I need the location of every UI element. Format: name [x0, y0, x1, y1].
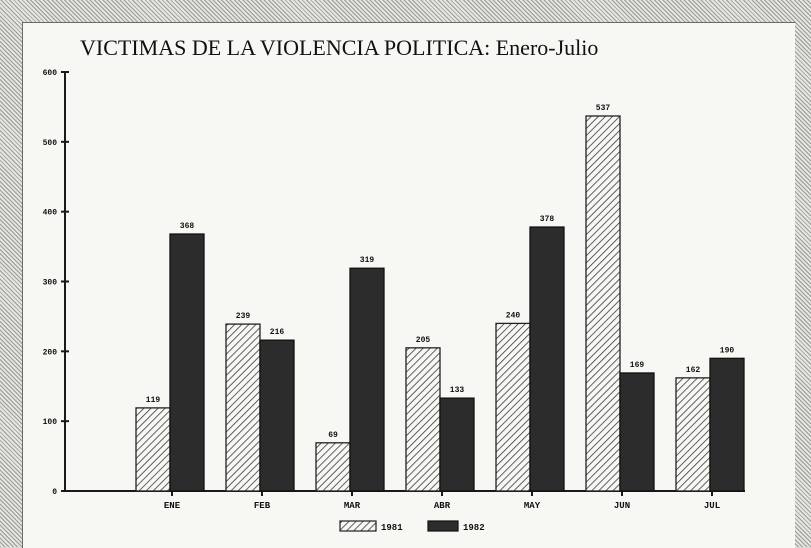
- bar-1982-mar: [349, 267, 385, 492]
- y-tick-label: 200: [43, 348, 58, 357]
- x-tick-label: ENE: [164, 501, 181, 511]
- bar-1982-jul: [709, 357, 745, 492]
- x-tick-label: MAR: [344, 501, 361, 511]
- legend-label-1982: 1982: [463, 523, 485, 533]
- value-label-1982: 319: [360, 256, 375, 265]
- bar-1982-feb: [259, 339, 295, 492]
- value-label-1981: 240: [506, 311, 521, 320]
- bar-1981-abr: [405, 347, 441, 492]
- x-tick-label: JUL: [704, 501, 720, 511]
- bar-1981-mar: [315, 442, 351, 492]
- y-tick-label: 400: [43, 209, 58, 218]
- bar-1981-may: [495, 322, 531, 492]
- legend-label-1981: 1981: [381, 523, 403, 533]
- chart-title: VICTIMAS DE LA VIOLENCIA POLITICA: Enero…: [80, 35, 598, 60]
- x-tick-label: ABR: [434, 501, 451, 511]
- bar-1981-feb: [225, 323, 261, 492]
- bar-1982-ene: [169, 233, 205, 492]
- value-label-1982: 133: [450, 386, 465, 395]
- value-label-1981: 537: [596, 104, 611, 113]
- bar-1981-jul: [675, 377, 711, 492]
- value-label-1981: 119: [146, 396, 161, 405]
- value-label-1982: 378: [540, 215, 555, 224]
- bar-1981-jun: [585, 115, 621, 492]
- legend: 1981 1982: [339, 520, 485, 533]
- bar-1982-abr: [439, 397, 475, 492]
- bar-1982-jun: [619, 372, 655, 492]
- y-tick-label: 100: [43, 418, 58, 427]
- value-label-1982: 216: [270, 328, 285, 337]
- x-tick-label: JUN: [614, 501, 630, 511]
- value-label-1982: 190: [720, 346, 735, 355]
- value-label-1982: 368: [180, 222, 195, 231]
- value-label-1981: 205: [416, 336, 431, 345]
- value-label-1981: 162: [686, 366, 701, 375]
- y-tick-label: 300: [43, 279, 58, 288]
- x-tick-label: MAY: [524, 501, 541, 511]
- x-tick-label: FEB: [254, 501, 271, 511]
- legend-swatch-1982: [427, 520, 459, 532]
- value-label-1981: 69: [328, 431, 338, 440]
- y-tick-label: 500: [43, 139, 58, 148]
- y-tick-label: 0: [52, 488, 57, 497]
- value-label-1982: 169: [630, 361, 645, 370]
- value-label-1981: 239: [236, 312, 251, 321]
- bar-1982-may: [529, 226, 565, 492]
- legend-swatch-1981: [339, 520, 377, 532]
- y-tick-label: 600: [43, 69, 58, 78]
- plot-area: 0 100 200 300 400 500 600 119 368 ENE 239 216 FEB 69 3…: [43, 69, 745, 511]
- bar-1981-ene: [135, 407, 171, 492]
